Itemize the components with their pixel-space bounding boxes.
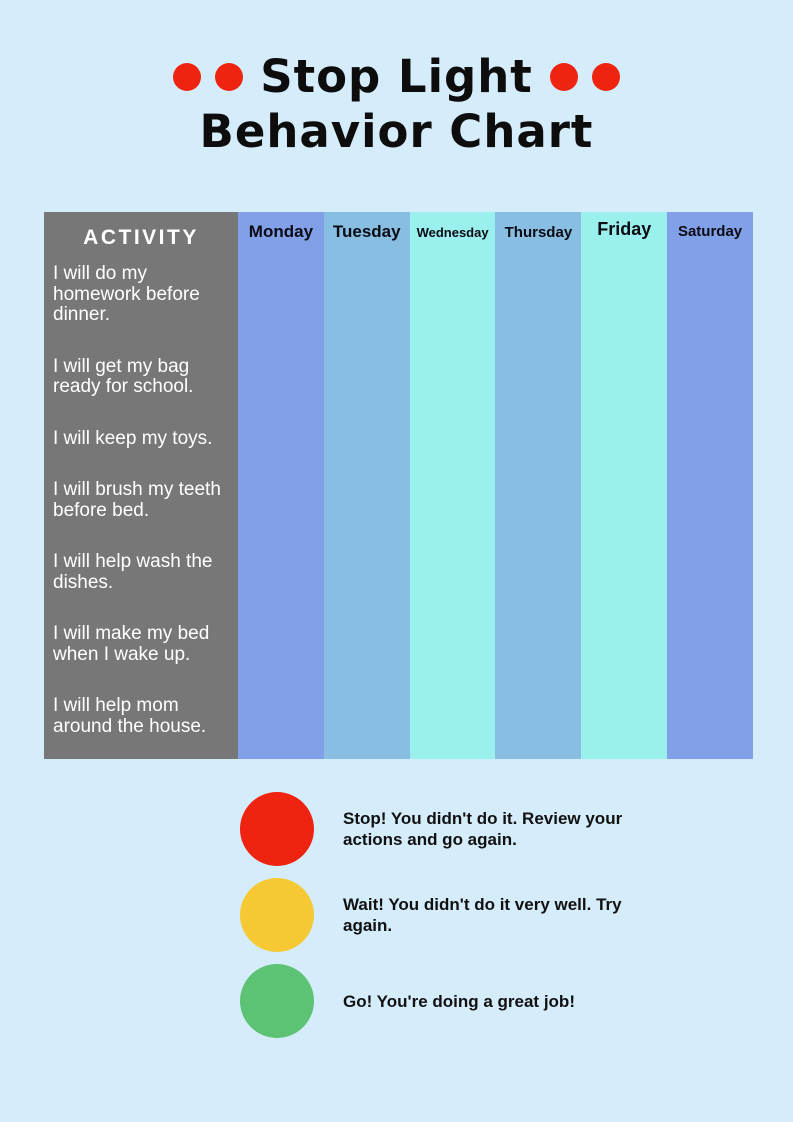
- activity-item: I will get my bag ready for school.: [53, 355, 194, 397]
- activity-item: I will do my homework before dinner.: [53, 263, 200, 325]
- activity-item: I will keep my toys.: [53, 427, 213, 449]
- legend-row-wait: Wait! You didn't do it very well. Try ag…: [240, 878, 673, 952]
- red-dot-icon: [549, 62, 578, 91]
- legend-text-wait: Wait! You didn't do it very well. Try ag…: [343, 895, 622, 935]
- stoplight-legend: Stop! You didn't do it. Review your acti…: [240, 792, 673, 1038]
- legend-text-go: Go! You're doing a great job!: [343, 991, 575, 1011]
- red-dot-icon: [215, 62, 244, 91]
- day-header-saturday: Saturday: [677, 223, 743, 240]
- activity-column: ACTIVITY I will do my homework before di…: [44, 212, 238, 759]
- page-title: Stop Light Behavior Chart: [0, 50, 793, 158]
- day-column-saturday: Saturday: [667, 212, 753, 759]
- stop-light-red-icon: [240, 792, 314, 866]
- day-header-wednesday: Wednesday: [416, 225, 489, 240]
- day-column-tuesday: Tuesday: [323, 212, 410, 759]
- legend-row-stop: Stop! You didn't do it. Review your acti…: [240, 792, 673, 866]
- day-header-monday: Monday: [248, 222, 314, 241]
- day-header-friday: Friday: [597, 219, 652, 239]
- day-header-thursday: Thursday: [504, 224, 573, 241]
- activity-list: I will do my homework before dinner. I w…: [44, 254, 238, 737]
- title-line-1: Stop Light: [0, 50, 793, 103]
- day-column-friday: Friday: [581, 212, 668, 759]
- go-light-green-icon: [240, 964, 314, 1038]
- day-header-tuesday: Tuesday: [332, 222, 401, 241]
- red-dot-icon: [173, 62, 202, 91]
- day-column-thursday: Thursday: [495, 212, 582, 759]
- activity-item: I will brush my teeth before bed.: [53, 479, 221, 521]
- activity-item: I will help mom around the house.: [53, 695, 207, 737]
- behavior-chart-table: ACTIVITY I will do my homework before di…: [44, 212, 753, 759]
- wait-light-yellow-icon: [240, 878, 314, 952]
- day-column-monday: Monday: [238, 212, 324, 759]
- activity-item: I will help wash the dishes.: [53, 551, 213, 593]
- activity-item: I will make my bed when I wake up.: [53, 623, 210, 665]
- title-text-line1: Stop Light: [260, 50, 533, 103]
- legend-row-go: Go! You're doing a great job!: [240, 964, 673, 1038]
- legend-text-stop: Stop! You didn't do it. Review your acti…: [343, 809, 623, 849]
- activity-column-header: ACTIVITY: [83, 226, 199, 249]
- red-dot-icon: [591, 62, 620, 91]
- title-text-line2: Behavior Chart: [199, 105, 594, 158]
- day-column-wednesday: Wednesday: [409, 212, 496, 759]
